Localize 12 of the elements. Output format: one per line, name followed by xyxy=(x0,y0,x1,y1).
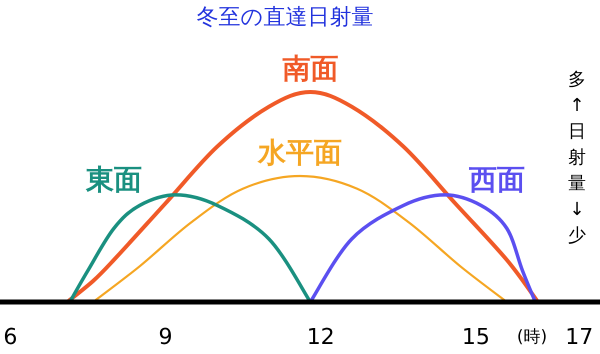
x-tick-label: 6 xyxy=(3,325,18,350)
x-tick-label: 15 xyxy=(462,325,490,350)
x-tick-label: 17 xyxy=(565,325,594,350)
x-axis-title: (時) xyxy=(516,327,548,347)
series-label: 西面 xyxy=(468,162,525,196)
series-label: 東面 xyxy=(84,162,142,196)
chart-title: 冬至の直達日射量 xyxy=(196,5,374,30)
series-label: 水平面 xyxy=(257,136,342,169)
annotation: 多↑日射量↓少 xyxy=(568,69,586,246)
series-label: 南面 xyxy=(281,52,338,85)
x-tick-label: 9 xyxy=(158,325,173,350)
x-tick-label: 12 xyxy=(306,325,335,350)
